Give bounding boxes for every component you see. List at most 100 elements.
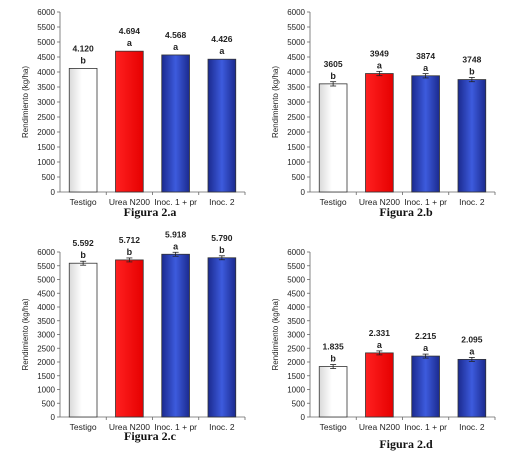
bar-inoc1 xyxy=(411,75,440,193)
y-tick-label: 3500 xyxy=(37,317,55,326)
significance-letter: b xyxy=(219,245,225,255)
significance-letter: a xyxy=(127,38,133,48)
bar-inoc2 xyxy=(457,358,487,418)
y-tick-label: 1000 xyxy=(37,158,55,167)
y-tick-label: 5000 xyxy=(287,276,305,285)
value-label: 4.694 xyxy=(119,26,141,36)
significance-letter: a xyxy=(173,42,179,52)
category-label: Urea N200 xyxy=(359,422,400,432)
chart-panel-1: 0 500 1000 1500 2000 2500 3000 3500 4000 4500 5000… xyxy=(21,8,246,219)
y-tick-label: 2500 xyxy=(37,344,55,353)
significance-letter: b xyxy=(469,67,475,77)
y-tick-label: 1500 xyxy=(37,372,55,381)
y-tick-label: 5500 xyxy=(287,23,305,32)
value-label: 4.426 xyxy=(211,34,233,44)
y-tick-label: 1000 xyxy=(37,386,55,395)
y-tick-label: 4000 xyxy=(37,303,55,312)
value-label: 3874 xyxy=(416,51,435,61)
y-tick-label: 0 xyxy=(51,188,56,197)
y-tick-label: 3000 xyxy=(37,331,55,340)
category-label: Inoc. 1 + pr xyxy=(404,197,447,207)
y-tick-label: 4000 xyxy=(287,303,305,312)
y-tick-label: 3500 xyxy=(37,83,55,92)
category-label: Inoc. 2 xyxy=(209,422,235,432)
figure-caption: Figura 2.b xyxy=(379,205,433,219)
bar-testigo xyxy=(68,262,98,418)
significance-letter: b xyxy=(127,247,133,257)
category-label: Urea N200 xyxy=(109,422,150,432)
y-axis-label: Rendimiento (kg/ha) xyxy=(271,66,280,138)
figure-caption: Figura 2.a xyxy=(124,205,177,219)
significance-letter: b xyxy=(330,354,336,364)
bar-urea xyxy=(365,352,394,418)
y-tick-label: 4500 xyxy=(37,289,55,298)
y-tick-label: 3000 xyxy=(287,331,305,340)
significance-letter: a xyxy=(423,343,429,353)
y-tick-label: 4000 xyxy=(37,68,55,77)
category-label: Testigo xyxy=(320,422,347,432)
y-tick-label: 5000 xyxy=(287,38,305,47)
y-tick-label: 2000 xyxy=(37,128,55,137)
value-label: 3748 xyxy=(462,55,481,65)
category-label: Inoc. 1 + pr xyxy=(404,422,447,432)
value-label: 3605 xyxy=(324,59,343,69)
bar-inoc1 xyxy=(161,253,190,418)
y-tick-label: 2000 xyxy=(37,358,55,367)
chart-panel-3: 0 500 1000 1500 2000 2500 3000 3500 4000 4500 5000… xyxy=(21,229,246,443)
significance-letter: a xyxy=(219,46,225,56)
y-tick-label: 1500 xyxy=(287,143,305,152)
category-label: Urea N200 xyxy=(109,197,150,207)
value-label: 5.790 xyxy=(211,233,233,243)
bar-inoc1 xyxy=(161,54,190,193)
figure-caption: Figura 2.d xyxy=(379,437,433,451)
value-label: 2.095 xyxy=(461,334,483,344)
y-tick-label: 5500 xyxy=(37,262,55,271)
y-tick-label: 4000 xyxy=(287,68,305,77)
category-label: Inoc. 1 + pr xyxy=(154,197,197,207)
bar-inoc2 xyxy=(207,58,237,193)
y-tick-label: 3500 xyxy=(287,317,305,326)
chart-panel-4: 0 500 1000 1500 2000 2500 3000 3500 4000 4500 5000… xyxy=(271,248,496,451)
value-label: 1.835 xyxy=(322,342,344,352)
value-label: 5.918 xyxy=(165,229,187,239)
y-tick-label: 4500 xyxy=(287,53,305,62)
y-tick-label: 2500 xyxy=(287,344,305,353)
significance-letter: a xyxy=(423,63,429,73)
category-label: Inoc. 2 xyxy=(209,197,235,207)
significance-letter: a xyxy=(173,241,179,251)
significance-letter: b xyxy=(330,71,336,81)
value-label: 2.215 xyxy=(415,331,437,341)
y-tick-label: 5500 xyxy=(287,262,305,271)
chart-panel-2: 0 500 1000 1500 2000 2500 3000 3500 4000 4500 5000… xyxy=(271,8,496,219)
y-tick-label: 1000 xyxy=(287,158,305,167)
value-label: 5.592 xyxy=(72,238,94,248)
y-tick-label: 2500 xyxy=(37,113,55,122)
value-label: 4.120 xyxy=(72,43,94,53)
y-tick-label: 5000 xyxy=(37,276,55,285)
value-label: 3949 xyxy=(370,49,389,59)
y-tick-label: 1500 xyxy=(287,372,305,381)
figure-caption: Figura 2.c xyxy=(124,429,177,443)
category-label: Testigo xyxy=(70,197,97,207)
y-tick-label: 2500 xyxy=(287,113,305,122)
y-tick-label: 500 xyxy=(292,173,306,182)
y-tick-label: 0 xyxy=(301,188,306,197)
y-tick-label: 4500 xyxy=(37,53,55,62)
category-label: Inoc. 2 xyxy=(459,422,485,432)
category-label: Testigo xyxy=(70,422,97,432)
bar-inoc2 xyxy=(207,257,237,418)
bar-urea xyxy=(115,50,144,193)
category-label: Inoc. 1 + pr xyxy=(154,422,197,432)
bar-inoc2 xyxy=(457,79,487,193)
y-tick-label: 6000 xyxy=(287,8,305,17)
category-label: Inoc. 2 xyxy=(459,197,485,207)
bar-testigo xyxy=(318,83,348,193)
y-tick-label: 3000 xyxy=(287,98,305,107)
y-axis-label: Rendimiento (kg/ha) xyxy=(21,66,30,138)
y-tick-label: 6000 xyxy=(37,248,55,257)
y-tick-label: 2000 xyxy=(287,128,305,137)
bar-urea xyxy=(365,73,394,193)
y-tick-label: 500 xyxy=(42,173,56,182)
significance-letter: b xyxy=(80,250,86,260)
